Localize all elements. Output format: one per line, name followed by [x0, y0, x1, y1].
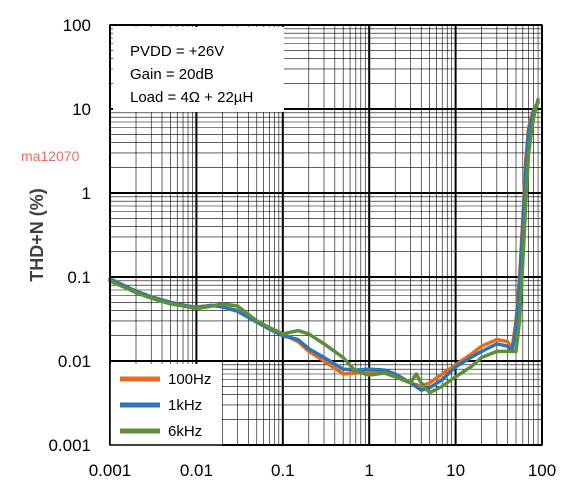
y-tick-labels: 0.001 0.01 0.1 1 10 100	[48, 16, 91, 455]
x-tick-labels: 0.001 0.01 0.1 1 10 100	[89, 461, 556, 480]
y-tick-label: 100	[63, 16, 91, 35]
y-tick-label: 0.001	[48, 436, 91, 455]
x-tick-label: 0.01	[180, 461, 213, 480]
y-tick-label: 1	[82, 184, 91, 203]
legend-label-6khz: 6kHz	[168, 423, 202, 440]
y-tick-label: 0.1	[67, 268, 91, 287]
x-tick-label: 10	[446, 461, 465, 480]
y-tick-label: 10	[72, 100, 91, 119]
series-layer	[108, 97, 540, 395]
legend-label-100hz: 100Hz	[168, 371, 211, 388]
legend-label-1khz: 1kHz	[168, 397, 202, 414]
annotation-box	[113, 27, 284, 112]
annotation-line-gain: Gain = 20dB	[130, 66, 214, 83]
annotation-line-pvdd: PVDD = +26V	[130, 43, 224, 60]
y-tick-label: 0.01	[58, 352, 91, 371]
plot-frame	[109, 24, 543, 446]
x-tick-label: 0.001	[89, 461, 132, 480]
x-tick-label: 100	[528, 461, 556, 480]
legend: 100Hz 1kHz 6kHz	[110, 364, 222, 446]
annotation-line-load: Load = 4Ω + 22µH	[130, 89, 253, 106]
conditions-annotation: PVDD = +26V Gain = 20dB Load = 4Ω + 22µH	[113, 27, 284, 112]
watermark-text: ma12070	[21, 148, 80, 164]
y-axis-title: THD+N (%)	[27, 188, 47, 282]
series-line-6khz	[108, 97, 540, 395]
x-tick-label: 1	[364, 461, 373, 480]
x-tick-label: 0.1	[271, 461, 295, 480]
